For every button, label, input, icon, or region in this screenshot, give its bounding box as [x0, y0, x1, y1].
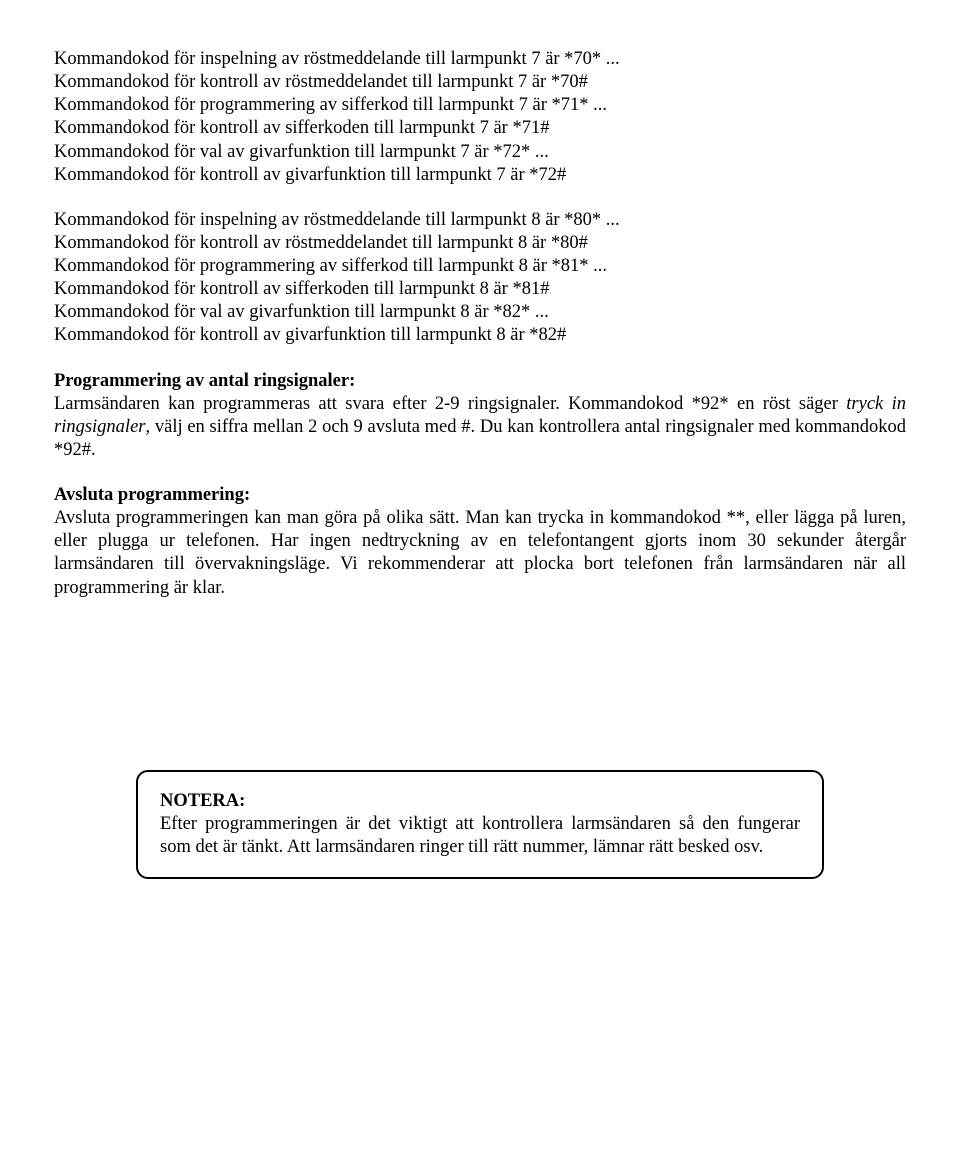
cmd-line: Kommandokod för inspelning av röstmeddel… — [54, 48, 906, 71]
avsluta-body: Avsluta programmeringen kan man göra på … — [54, 508, 906, 597]
cmd-line: Kommandokod för kontroll av givarfunktio… — [54, 164, 906, 187]
ringsignaler-section: Programmering av antal ringsignaler: Lar… — [54, 370, 906, 463]
cmd-line: Kommandokod för val av givarfunktion til… — [54, 141, 906, 164]
ringsignaler-body-pre: Larmsändaren kan programmeras att svara … — [54, 394, 846, 414]
command-block-8: Kommandokod för inspelning av röstmeddel… — [54, 209, 906, 348]
notera-box: NOTERA: Efter programmeringen är det vik… — [136, 770, 824, 879]
cmd-line: Kommandokod för programmering av sifferk… — [54, 255, 906, 278]
notera-title: NOTERA: — [160, 791, 245, 811]
cmd-line: Kommandokod för programmering av sifferk… — [54, 94, 906, 117]
notera-body: Efter programmeringen är det viktigt att… — [160, 814, 800, 857]
avsluta-heading: Avsluta programmering: — [54, 485, 250, 505]
cmd-line: Kommandokod för kontroll av röstmeddelan… — [54, 71, 906, 94]
avsluta-section: Avsluta programmering: Avsluta programme… — [54, 484, 906, 600]
ringsignaler-heading: Programmering av antal ringsignaler: — [54, 371, 355, 391]
cmd-line: Kommandokod för kontroll av röstmeddelan… — [54, 232, 906, 255]
ringsignaler-body-post: , välj en siffra mellan 2 och 9 avsluta … — [54, 417, 906, 460]
cmd-line: Kommandokod för inspelning av röstmeddel… — [54, 209, 906, 232]
cmd-line: Kommandokod för kontroll av sifferkoden … — [54, 278, 906, 301]
cmd-line: Kommandokod för val av givarfunktion til… — [54, 301, 906, 324]
cmd-line: Kommandokod för kontroll av givarfunktio… — [54, 324, 906, 347]
cmd-line: Kommandokod för kontroll av sifferkoden … — [54, 117, 906, 140]
command-block-7: Kommandokod för inspelning av röstmeddel… — [54, 48, 906, 187]
